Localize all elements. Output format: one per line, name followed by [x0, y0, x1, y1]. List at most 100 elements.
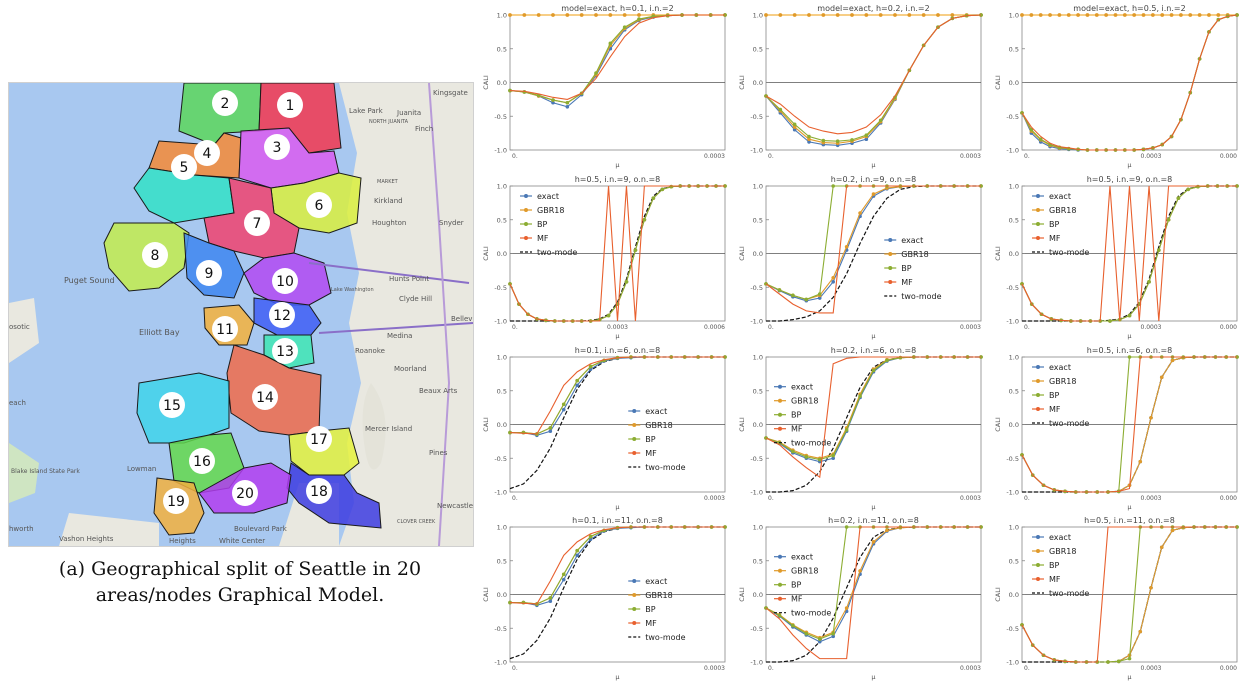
legend-label-two_mode: two-mode — [1049, 589, 1089, 598]
label-hworth: hworth — [9, 525, 34, 533]
data-point — [885, 528, 889, 533]
chart-panel-4: h=0.5, i.n.=9, o.n.=8 1.0 0.5 0.0 -0.5 -1.0 CA… — [482, 175, 727, 340]
series-line-MF — [509, 356, 725, 435]
x-axis-label: μ — [871, 161, 875, 169]
data-point — [548, 599, 553, 604]
x-tick-label: 0.000 — [1220, 665, 1237, 672]
label-each: each — [9, 399, 26, 407]
data-point — [1122, 13, 1127, 17]
data-point — [1127, 313, 1132, 318]
legend-label-two_mode: two-mode — [645, 633, 685, 642]
district-circle-1 — [277, 92, 303, 118]
legend-label-BP: BP — [645, 435, 655, 444]
data-point — [1141, 13, 1146, 17]
x-tick-label: 0. — [768, 324, 774, 331]
data-point — [1113, 13, 1118, 17]
y-tick-label: 0.0 — [753, 591, 763, 599]
data-point — [831, 184, 835, 188]
y-axis-label: CALI — [738, 246, 746, 261]
x-tick-label: 0. — [512, 495, 518, 502]
legend-label-BP: BP — [1049, 220, 1059, 229]
label-clyde-hill: Clyde Hill — [399, 295, 432, 303]
data-point — [864, 137, 869, 141]
x-axis-label: μ — [1127, 503, 1131, 511]
y-tick-label: -1.0 — [1006, 147, 1019, 155]
data-point — [764, 13, 768, 17]
data-point — [1048, 13, 1052, 17]
data-point — [1104, 13, 1109, 17]
series-line-MF — [765, 14, 982, 135]
series-line-two_mode — [509, 526, 725, 660]
data-point — [817, 457, 822, 462]
data-point — [858, 394, 862, 398]
legend-marker-GBR18 — [632, 423, 637, 427]
data-point — [660, 187, 665, 192]
map-caption: (a) Geographical split of Seattle in 20 … — [8, 556, 472, 608]
x-tick-label: 0.0003 — [960, 665, 981, 672]
x-tick-label: 0. — [512, 153, 518, 160]
data-point — [1076, 13, 1080, 17]
data-point — [508, 13, 512, 17]
x-axis-label: μ — [871, 503, 875, 511]
data-point — [871, 540, 876, 544]
legend-marker-BP — [632, 437, 637, 441]
district-number-16: 16 — [193, 454, 211, 470]
legend-marker-BP — [778, 412, 782, 417]
legend-label-MF: MF — [791, 425, 803, 434]
y-tick-label: 0.5 — [753, 45, 763, 53]
legend-marker-exact — [1036, 365, 1040, 369]
data-point — [1179, 13, 1183, 17]
data-point — [1207, 13, 1211, 17]
data-point — [1147, 280, 1151, 284]
y-tick-label: -1.0 — [1006, 659, 1019, 667]
series-line-BP — [509, 14, 725, 104]
y-tick-label: 0.5 — [497, 45, 507, 53]
legend-label-two_mode: two-mode — [537, 248, 577, 257]
legend-label-BP: BP — [1049, 391, 1059, 400]
district-circle-13 — [272, 338, 298, 364]
data-point — [871, 368, 876, 373]
label-blake-island: Blake Island State Park — [11, 468, 80, 475]
label-newcastle: Newcastle — [437, 502, 473, 510]
series-line-GBR18 — [509, 14, 725, 104]
legend-label-exact: exact — [901, 236, 923, 245]
data-point — [1149, 415, 1153, 420]
legend-marker-GBR18 — [888, 252, 893, 256]
y-tick-label: -0.5 — [750, 113, 763, 121]
district-number-19: 19 — [167, 494, 185, 510]
label-medina: Medina — [387, 332, 412, 340]
legend-marker-MF — [1036, 407, 1040, 411]
label-lake-washington: Lake Washington — [331, 287, 374, 293]
legend-label-exact: exact — [537, 192, 559, 201]
data-point — [792, 122, 797, 127]
data-point — [561, 407, 566, 412]
data-point — [831, 631, 835, 636]
series-line-exact — [509, 14, 725, 108]
data-point — [777, 613, 782, 618]
label-north-juanita: NORTH JUANITA — [369, 119, 409, 125]
data-point — [608, 41, 613, 46]
legend-label-MF: MF — [645, 619, 657, 628]
y-axis-label: CALI — [738, 417, 746, 432]
west-land — [9, 298, 39, 363]
legend: exact GBR18 BP MF two-mode — [1032, 363, 1089, 428]
y-tick-label: 1.0 — [753, 524, 763, 532]
x-tick-label: 0. — [768, 153, 774, 160]
district-number-1: 1 — [286, 98, 295, 114]
legend: exact GBR18 BP MF two-mode — [1032, 192, 1089, 257]
panel-title: h=0.2, i.n.=9, o.n.=8 — [831, 175, 917, 184]
data-point — [921, 13, 926, 17]
label-beaux-arts: Beaux Arts — [419, 387, 458, 395]
data-point — [622, 25, 627, 29]
x-tick-label: 0.0003 — [1141, 665, 1162, 672]
legend-marker-MF — [1036, 577, 1040, 581]
panel-title: model=exact, h=0.1, i.n.=2 — [561, 4, 673, 13]
label-boulevard-park: Boulevard Park — [234, 525, 288, 533]
y-tick-label: 1.0 — [1009, 183, 1019, 191]
series-line-exact — [765, 185, 981, 302]
district-circle-20 — [232, 480, 258, 506]
data-point — [936, 13, 940, 17]
series-line-GBR18 — [765, 14, 982, 144]
chart-panel-12: h=0.5, i.n.=11, o.n.=8 1.0 0.5 0.0 -0.5 -1.0 C… — [994, 516, 1239, 681]
data-point — [979, 525, 983, 529]
